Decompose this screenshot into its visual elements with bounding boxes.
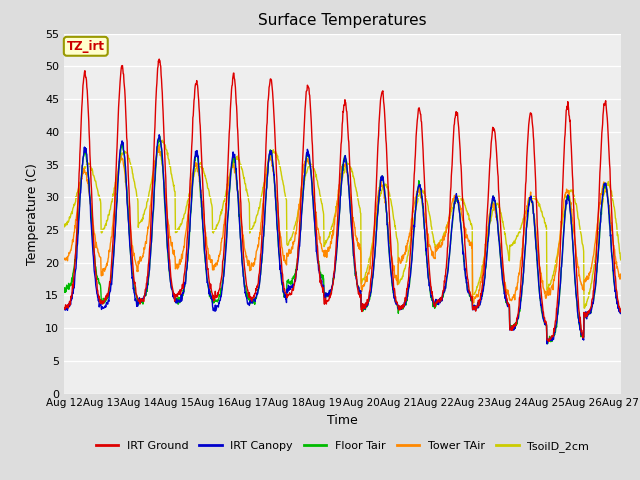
Text: TZ_irt: TZ_irt (67, 40, 105, 53)
Title: Surface Temperatures: Surface Temperatures (258, 13, 427, 28)
Legend: IRT Ground, IRT Canopy, Floor Tair, Tower TAir, TsoilD_2cm: IRT Ground, IRT Canopy, Floor Tair, Towe… (91, 437, 594, 456)
X-axis label: Time: Time (327, 414, 358, 427)
Y-axis label: Temperature (C): Temperature (C) (26, 163, 40, 264)
